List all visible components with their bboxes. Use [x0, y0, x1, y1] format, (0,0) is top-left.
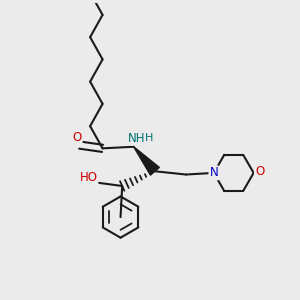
Polygon shape — [134, 147, 159, 175]
Text: O: O — [72, 131, 82, 144]
Text: NH: NH — [128, 132, 146, 145]
Text: O: O — [255, 165, 264, 178]
Text: HO: HO — [80, 171, 98, 184]
Text: N: N — [209, 167, 218, 179]
Text: H: H — [145, 133, 154, 143]
